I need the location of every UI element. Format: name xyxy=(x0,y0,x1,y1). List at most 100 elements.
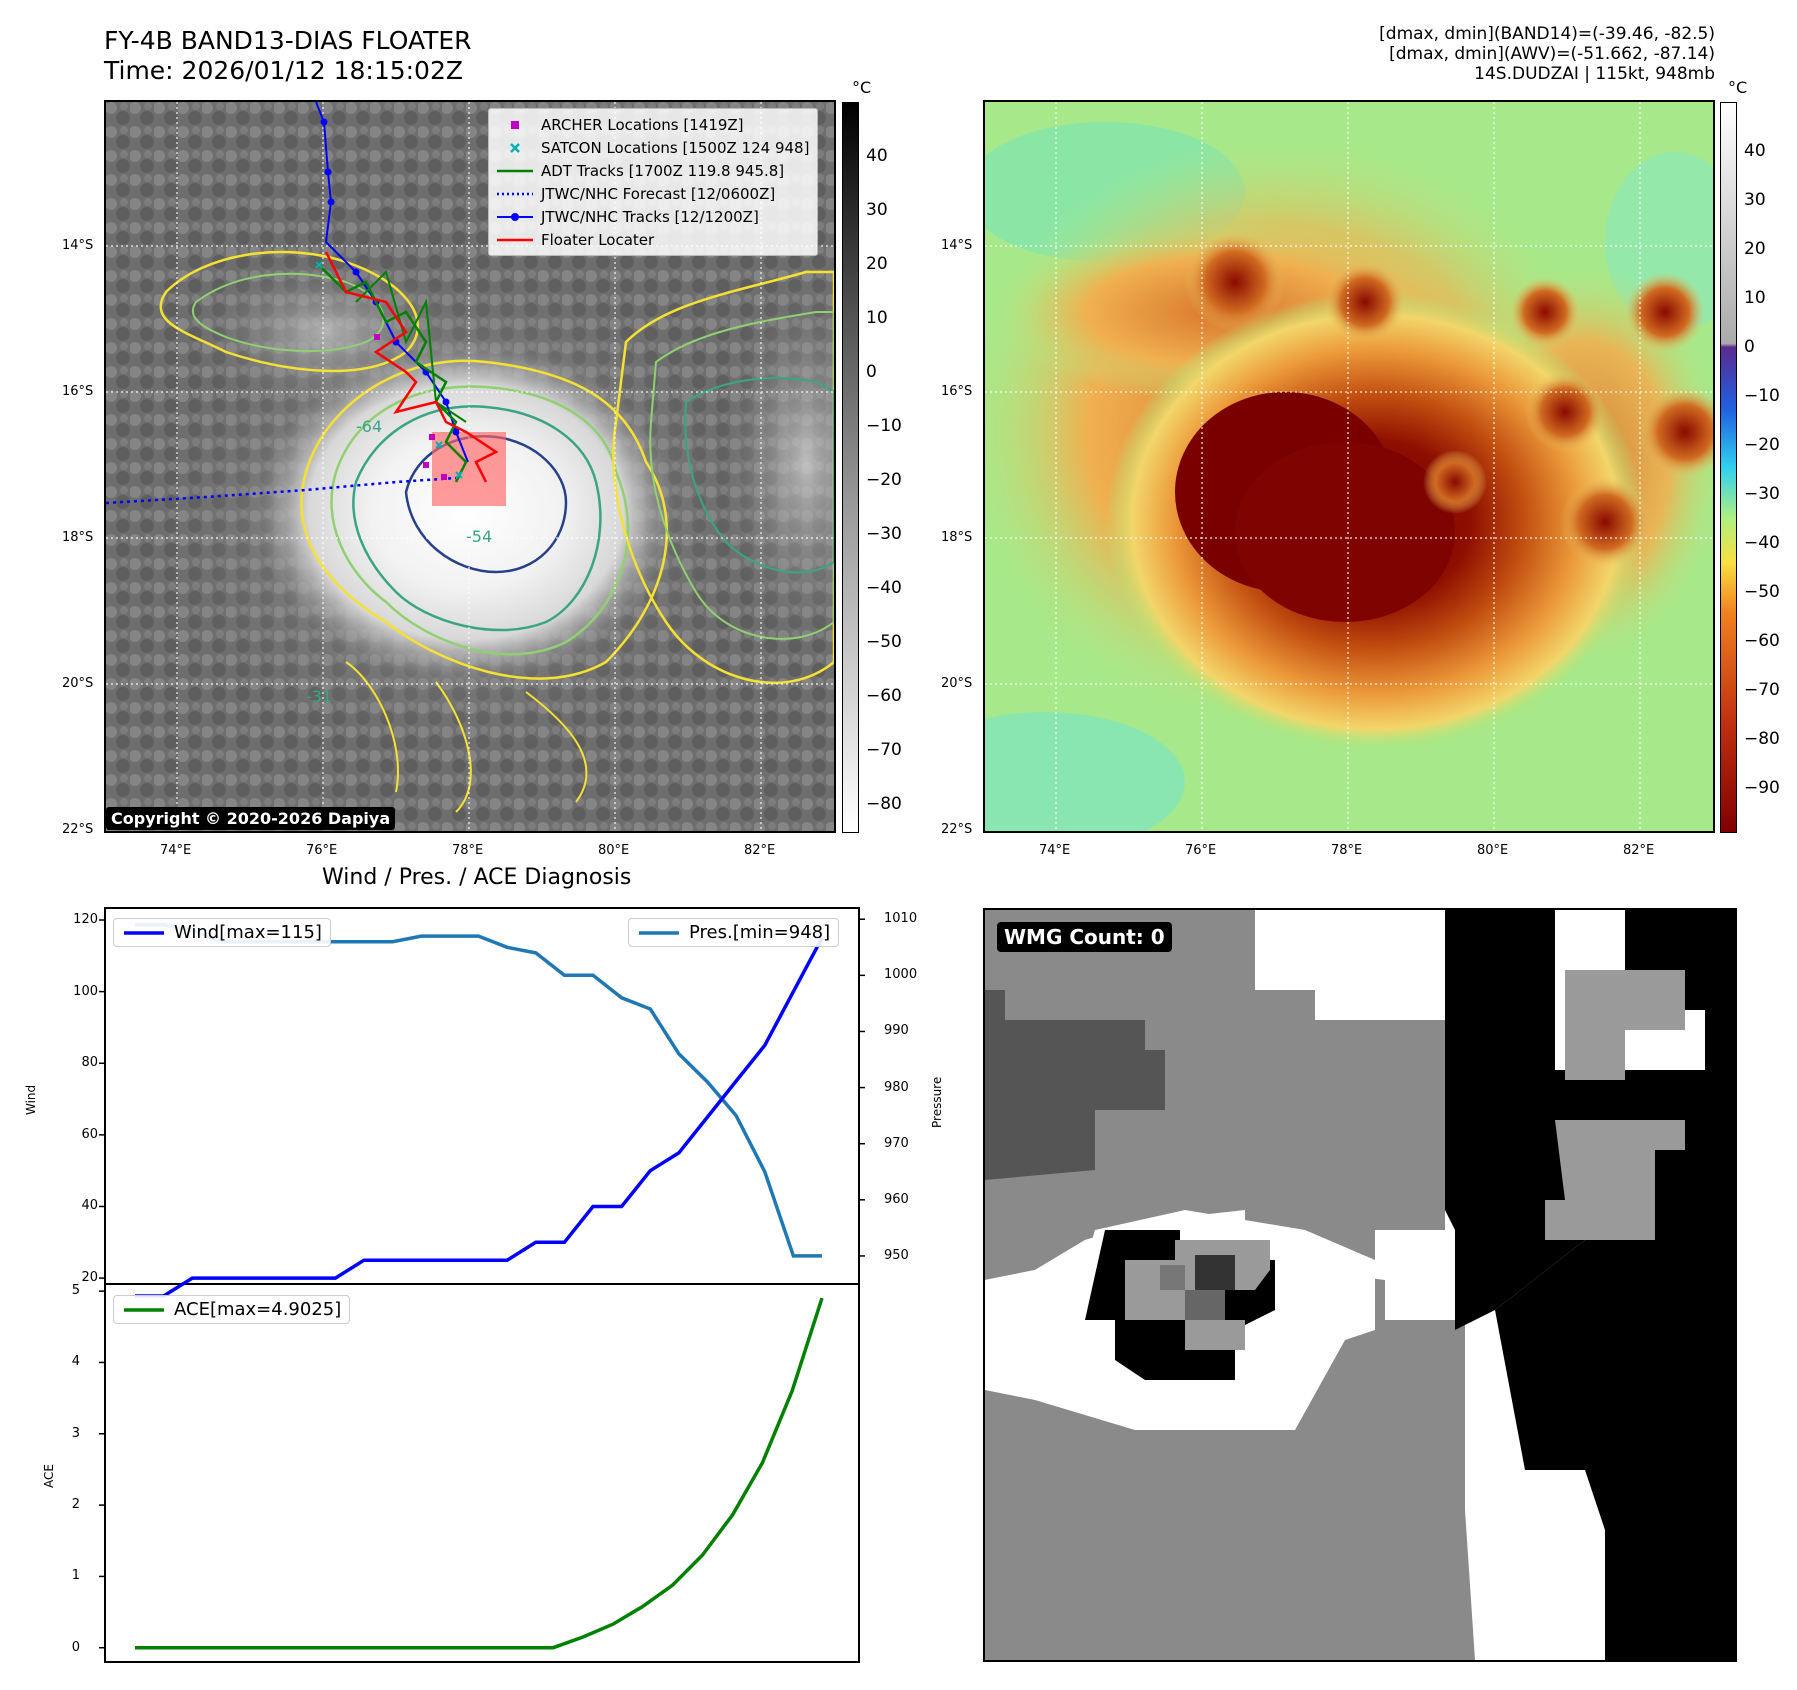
wind-tick-label: 60 xyxy=(81,1126,98,1142)
figure-title: FY-4B BAND13-DIAS FLOATER Time: 2026/01/1… xyxy=(104,26,472,86)
wind-axis-label: Wind xyxy=(24,1084,38,1115)
wind-legend: Wind[max=115] xyxy=(113,918,331,947)
cb1-tick: −60 xyxy=(866,686,902,706)
lat-tick: 20°S xyxy=(62,676,94,691)
ace-tick-label: 5 xyxy=(71,1283,80,1299)
stats-line-1: [dmax, dmin](BAND14)=(-39.46, -82.5) xyxy=(1379,24,1715,44)
wmg-image xyxy=(985,910,1735,1660)
color-map-panel xyxy=(983,100,1715,833)
cb1-tick: −40 xyxy=(866,578,902,598)
dotted-line-icon xyxy=(497,192,533,195)
square-marker-icon xyxy=(511,120,519,129)
cb2-tick: −60 xyxy=(1744,631,1780,651)
legend-adt: ADT Tracks [1700Z 119.8 945.8] xyxy=(497,159,809,182)
ir-map-panel: -54 -31 -64 ARCHER Locations [1419Z] SAT… xyxy=(104,100,836,833)
pressure-series-line xyxy=(135,923,822,1258)
legend-archer: ARCHER Locations [1419Z] xyxy=(497,113,809,136)
lon-tick: 78°E xyxy=(1331,843,1363,858)
cb2-tick: −70 xyxy=(1744,680,1780,700)
ace-series-line xyxy=(135,1297,824,1650)
contour-label-31: -31 xyxy=(306,687,332,706)
cb2-tick: −50 xyxy=(1744,582,1780,602)
ace-axes xyxy=(104,1283,860,1663)
cb1-tick: 0 xyxy=(866,362,877,382)
lat-tick: 14°S xyxy=(941,238,973,253)
colorbar1 xyxy=(842,102,859,833)
pressure-legend: Pres.[min=948] xyxy=(628,918,840,947)
cb2-tick: −10 xyxy=(1744,386,1780,406)
diag-title: Wind / Pres. / ACE Diagnosis xyxy=(322,865,632,890)
cb2-tick: 20 xyxy=(1744,239,1766,259)
pressure-tick-label: 1000 xyxy=(884,967,918,983)
title-line-2: Time: 2026/01/12 18:15:02Z xyxy=(104,56,463,85)
pressure-tick-label: 970 xyxy=(884,1135,909,1151)
lat-tick: 22°S xyxy=(941,822,973,837)
cb2-tick: −20 xyxy=(1744,435,1780,455)
dot-line-icon xyxy=(497,212,533,221)
ace-tick-label: 2 xyxy=(71,1497,80,1513)
pressure-tick-label: 950 xyxy=(884,1247,909,1263)
wind-tick-label: 40 xyxy=(81,1198,98,1214)
color-map-image xyxy=(985,102,1713,831)
cb2-tick: 10 xyxy=(1744,288,1766,308)
pressure-tick-label: 980 xyxy=(884,1079,909,1095)
pressure-tick-label: 990 xyxy=(884,1023,909,1039)
wmg-panel: WMG Count: 0 xyxy=(983,908,1737,1662)
cb1-tick: −80 xyxy=(866,794,902,814)
cb2-tick: −90 xyxy=(1744,778,1780,798)
cb1-tick: −50 xyxy=(866,632,902,652)
stats-line-3: 14S.DUDZAI | 115kt, 948mb xyxy=(1474,64,1715,84)
wind-tick-label: 100 xyxy=(73,983,98,999)
colorbar2 xyxy=(1720,102,1737,833)
cb1-tick: 40 xyxy=(866,146,888,166)
cb1-tick: 20 xyxy=(866,254,888,274)
lon-tick: 78°E xyxy=(452,843,484,858)
cb1-tick: −30 xyxy=(866,524,902,544)
copyright-label: Copyright © 2020-2026 Dapiya xyxy=(106,807,396,830)
ace-tick-label: 0 xyxy=(71,1639,80,1655)
colorbar2-unit: °C xyxy=(1728,78,1748,97)
lon-tick: 74°E xyxy=(160,843,192,858)
lat-tick: 16°S xyxy=(941,384,973,399)
lon-tick: 74°E xyxy=(1039,843,1071,858)
pressure-tick-label: 960 xyxy=(884,1191,909,1207)
cross-marker-icon xyxy=(510,142,520,153)
wind-tick-label: 20 xyxy=(81,1270,98,1286)
lon-tick: 82°E xyxy=(744,843,776,858)
legend-forecast: JTWC/NHC Forecast [12/0600Z] xyxy=(497,182,809,205)
cb2-tick: 40 xyxy=(1744,141,1766,161)
cb2-tick: 0 xyxy=(1744,337,1755,357)
wmg-count-label: WMG Count: 0 xyxy=(997,922,1172,952)
legend-satcon: SATCON Locations [1500Z 124 948] xyxy=(497,136,809,159)
ace-tick-label: 3 xyxy=(71,1425,80,1441)
stats-text: [dmax, dmin](BAND14)=(-39.46, -82.5) [dm… xyxy=(1379,24,1715,84)
cb2-tick: −80 xyxy=(1744,729,1780,749)
contour-label-54: -54 xyxy=(466,527,492,546)
lat-tick: 20°S xyxy=(941,676,973,691)
green-line-icon xyxy=(124,1307,164,1312)
stats-line-2: [dmax, dmin](AWV)=(-51.662, -87.14) xyxy=(1389,44,1715,64)
colorbar1-unit: °C xyxy=(852,78,872,97)
lon-tick: 76°E xyxy=(306,843,338,858)
contour-label-64: -64 xyxy=(356,417,382,436)
cb1-tick: 30 xyxy=(866,200,888,220)
cb1-tick: 10 xyxy=(866,308,888,328)
cb2-tick: −40 xyxy=(1744,533,1780,553)
wind-tick-label: 120 xyxy=(73,912,98,927)
lon-tick: 82°E xyxy=(1623,843,1655,858)
lat-tick: 16°S xyxy=(62,384,94,399)
red-line-icon xyxy=(497,238,533,241)
map-legend: ARCHER Locations [1419Z] SATCON Location… xyxy=(488,108,819,256)
legend-tracks: JTWC/NHC Tracks [12/1200Z] xyxy=(497,205,809,228)
cb2-tick: 30 xyxy=(1744,190,1766,210)
lat-tick: 18°S xyxy=(941,530,973,545)
cb1-tick: −10 xyxy=(866,416,902,436)
legend-floater: Floater Locater xyxy=(497,228,809,251)
wind-pres-axes xyxy=(104,907,860,1285)
lon-tick: 76°E xyxy=(1185,843,1217,858)
lat-tick: 18°S xyxy=(62,530,94,545)
steelblue-line-icon xyxy=(639,930,679,935)
green-line-icon xyxy=(497,169,533,172)
ace-legend: ACE[max=4.9025] xyxy=(113,1295,351,1324)
blue-line-icon xyxy=(124,930,164,935)
